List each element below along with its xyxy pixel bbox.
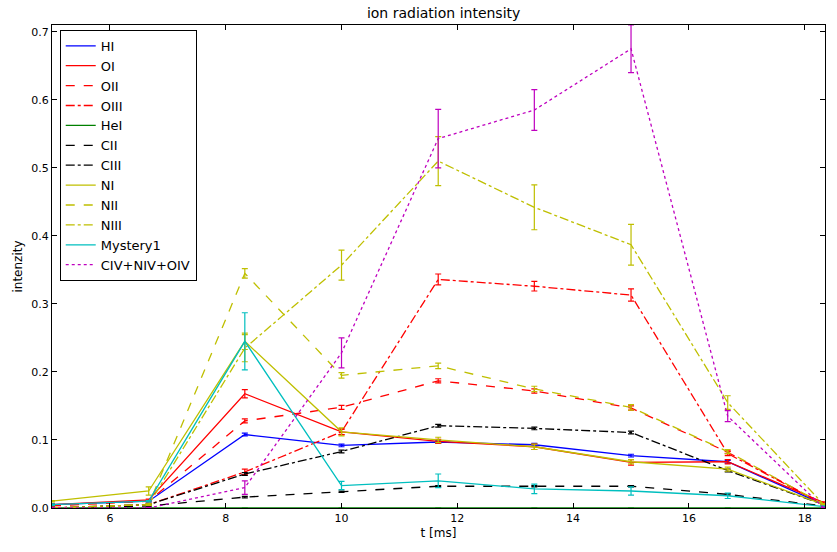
- svg-text:0.7: 0.7: [31, 26, 49, 39]
- svg-text:ion radiation intensity: ion radiation intensity: [367, 5, 520, 21]
- svg-text:8: 8: [222, 512, 229, 525]
- svg-text:0.3: 0.3: [31, 298, 49, 311]
- svg-text:0.4: 0.4: [31, 230, 49, 243]
- svg-text:OI: OI: [101, 59, 115, 74]
- svg-text:intenzity: intenzity: [11, 240, 25, 292]
- svg-text:6: 6: [106, 512, 113, 525]
- svg-text:CIII: CIII: [101, 158, 122, 173]
- svg-text:0.5: 0.5: [31, 162, 49, 175]
- svg-text:t [ms]: t [ms]: [421, 526, 457, 540]
- svg-text:Mystery1: Mystery1: [101, 238, 161, 253]
- svg-text:NI: NI: [101, 178, 115, 193]
- svg-text:OIII: OIII: [101, 99, 123, 114]
- svg-text:0.6: 0.6: [31, 94, 49, 107]
- svg-text:12: 12: [450, 512, 464, 525]
- svg-text:0.2: 0.2: [31, 366, 49, 379]
- svg-text:HI: HI: [101, 39, 115, 54]
- svg-text:0.1: 0.1: [31, 434, 49, 447]
- svg-text:HeI: HeI: [101, 118, 123, 133]
- svg-text:OII: OII: [101, 79, 119, 94]
- svg-text:CII: CII: [101, 138, 118, 153]
- svg-text:NIII: NIII: [101, 218, 122, 233]
- svg-text:CIV+NIV+OIV: CIV+NIV+OIV: [101, 258, 190, 273]
- svg-text:0.0: 0.0: [31, 502, 49, 515]
- svg-text:16: 16: [682, 512, 696, 525]
- svg-text:NII: NII: [101, 198, 118, 213]
- svg-text:18: 18: [798, 512, 812, 525]
- svg-text:14: 14: [566, 512, 580, 525]
- svg-text:10: 10: [335, 512, 349, 525]
